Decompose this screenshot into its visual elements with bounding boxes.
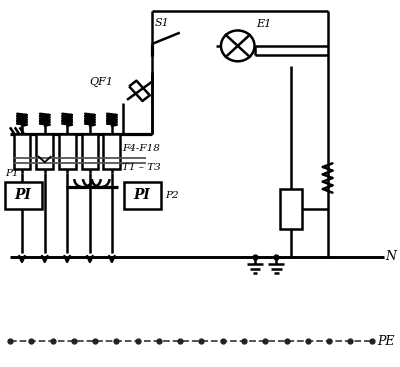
Bar xyxy=(5,182,42,209)
Text: QF1: QF1 xyxy=(89,77,113,87)
Bar xyxy=(280,189,302,229)
Text: F4-F18: F4-F18 xyxy=(122,144,160,153)
Text: T1 – T3: T1 – T3 xyxy=(122,163,161,172)
Text: PI: PI xyxy=(134,188,151,203)
Text: PI: PI xyxy=(15,188,32,203)
Text: E1: E1 xyxy=(256,19,272,29)
Bar xyxy=(36,134,53,169)
Bar xyxy=(59,134,76,169)
Bar xyxy=(104,134,120,169)
Bar xyxy=(82,134,98,169)
Text: P2: P2 xyxy=(166,191,179,200)
Text: PE: PE xyxy=(378,335,395,348)
Text: N: N xyxy=(386,250,396,264)
Bar xyxy=(14,134,30,169)
Text: S1: S1 xyxy=(154,18,169,28)
Bar xyxy=(124,182,161,209)
Text: P1: P1 xyxy=(6,169,19,178)
